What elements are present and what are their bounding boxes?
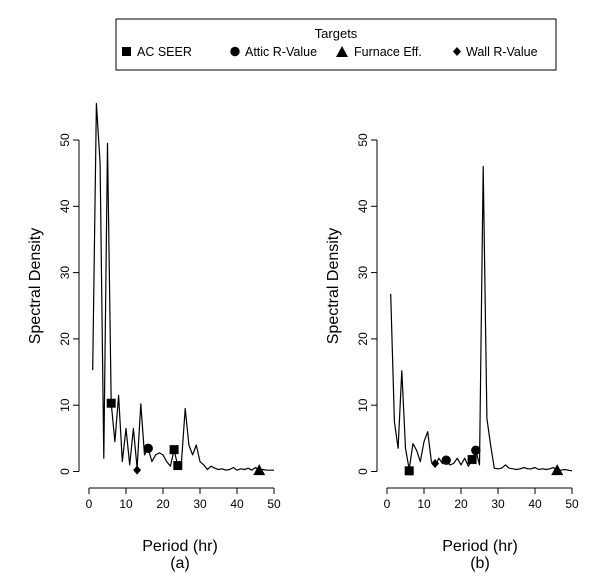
y-tick-label: 0 [356, 468, 370, 475]
panel-label: (a) [170, 555, 190, 572]
square-marker-icon [467, 455, 477, 465]
x-axis-label: Period (hr) [442, 538, 518, 555]
y-tick-label: 30 [356, 266, 370, 280]
y-axis-label: Spectral Density [27, 228, 44, 345]
x-tick-label: 20 [454, 497, 468, 511]
x-tick-label: 20 [156, 497, 170, 511]
triangle-marker-icon [253, 464, 266, 476]
x-tick-label: 40 [230, 497, 244, 511]
x-tick-label: 40 [528, 497, 542, 511]
axes: 0 10 20 30 40 50 0 10 20 30 40 50 [58, 133, 281, 511]
diamond-marker-icon [431, 459, 440, 469]
legend-label: Attic R-Value [245, 45, 317, 59]
y-tick-label: 50 [58, 133, 72, 147]
triangle-marker-icon [551, 464, 564, 476]
y-axis-label: Spectral Density [325, 228, 342, 345]
panel-label: (b) [470, 555, 490, 572]
series-line [390, 165, 573, 472]
legend-label: Wall R-Value [466, 45, 538, 59]
square-marker-icon [122, 47, 131, 56]
y-tick-label: 0 [58, 468, 72, 475]
x-tick-label: 0 [86, 497, 93, 511]
square-marker-icon [173, 461, 183, 471]
target-markers [404, 445, 564, 476]
legend-box [115, 18, 557, 71]
y-tick-label: 40 [356, 199, 370, 213]
axes: 0 10 20 30 40 50 0 10 20 30 40 50 [356, 133, 579, 511]
x-tick-label: 10 [417, 497, 431, 511]
legend-title: Targets [315, 26, 358, 41]
y-tick-label: 10 [356, 398, 370, 412]
target-markers [106, 398, 266, 476]
legend: Targets AC SEER Attic R-Value Furnace Ef… [115, 18, 557, 71]
legend-label: Furnace Eff. [354, 45, 422, 59]
x-tick-label: 0 [384, 497, 391, 511]
y-tick-label: 50 [356, 133, 370, 147]
triangle-marker-icon [336, 46, 348, 57]
legend-item-wall-r-value: Wall R-Value [453, 45, 538, 59]
square-marker-icon [169, 445, 179, 455]
y-tick-label: 20 [356, 332, 370, 346]
legend-item-furnace-eff: Furnace Eff. [336, 45, 422, 59]
diamond-marker-icon [453, 47, 461, 56]
diamond-marker-icon [133, 465, 142, 475]
legend-label: AC SEER [137, 45, 192, 59]
y-tick-label: 20 [58, 332, 72, 346]
square-marker-icon [106, 398, 116, 408]
circle-marker-icon [441, 455, 451, 465]
series-line [92, 102, 274, 471]
circle-marker-icon [230, 46, 240, 57]
y-tick-label: 30 [58, 266, 72, 280]
x-tick-label: 50 [565, 497, 579, 511]
circle-marker-icon [143, 443, 153, 453]
legend-item-ac-seer: AC SEER [122, 45, 192, 59]
x-tick-label: 30 [193, 497, 207, 511]
y-tick-label: 10 [58, 398, 72, 412]
x-tick-label: 50 [267, 497, 281, 511]
x-axis-label: Period (hr) [142, 538, 218, 555]
circle-marker-icon [471, 445, 481, 455]
square-marker-icon [404, 466, 414, 476]
legend-item-attic-r-value: Attic R-Value [230, 45, 317, 59]
x-tick-label: 30 [491, 497, 505, 511]
x-tick-label: 10 [119, 497, 133, 511]
y-tick-label: 40 [58, 199, 72, 213]
